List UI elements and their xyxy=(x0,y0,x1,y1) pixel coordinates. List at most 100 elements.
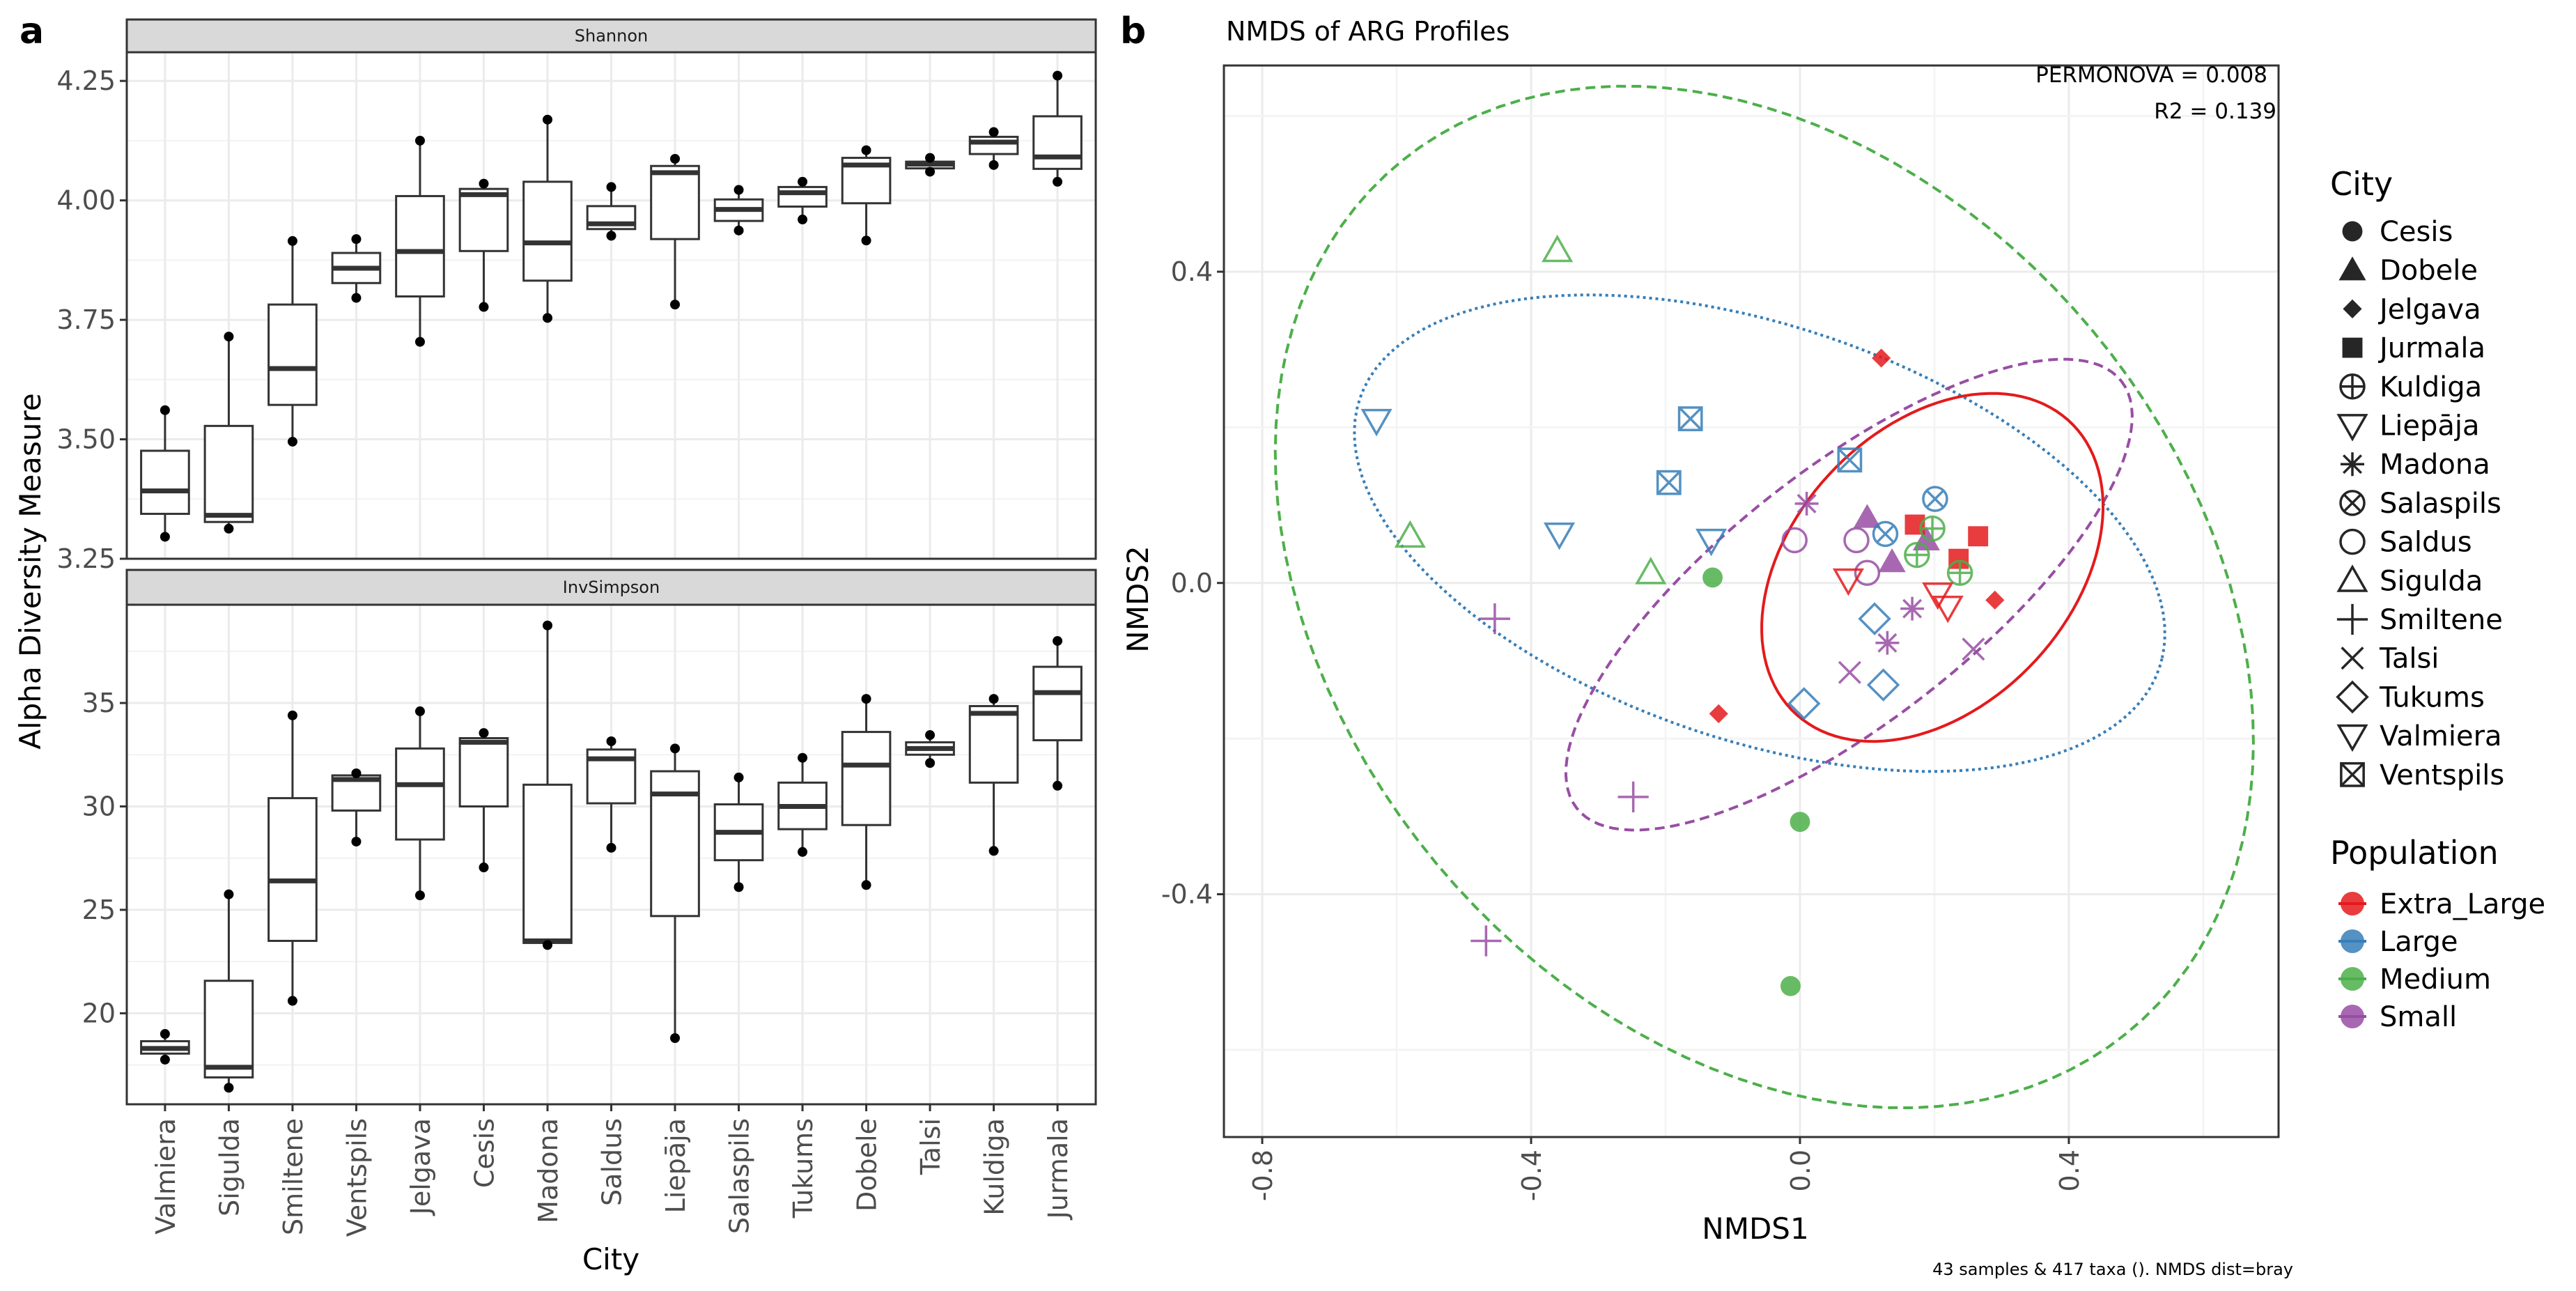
marker xyxy=(1781,527,1808,554)
marker xyxy=(1985,590,2005,610)
ellipse-small xyxy=(1564,357,2134,832)
legend-key-icon xyxy=(2336,680,2369,714)
box-ventspils xyxy=(331,768,382,847)
marker xyxy=(2336,724,2368,752)
legend-label: Kuldiga xyxy=(2380,371,2482,403)
marker xyxy=(1843,527,1870,554)
point-cesis xyxy=(1702,567,1723,588)
marker xyxy=(2342,221,2363,242)
legend-item-small: Small xyxy=(2338,1001,2457,1033)
x-tick-label: Talsi xyxy=(915,1118,946,1175)
max-point xyxy=(734,772,744,782)
legend-label: Medium xyxy=(2380,964,2491,996)
marker xyxy=(1471,925,1502,957)
y-tick-label: 35 xyxy=(82,688,116,718)
box-iqr xyxy=(267,797,318,942)
marker xyxy=(1876,525,1895,543)
min-point xyxy=(542,313,552,323)
legend-label: Jurmala xyxy=(2377,332,2485,364)
legend-label: Smiltene xyxy=(2380,604,2503,636)
marker xyxy=(1542,234,1574,263)
min-point xyxy=(988,160,999,170)
point-smiltene xyxy=(1479,603,1510,635)
marker xyxy=(1794,491,1819,516)
legend-key-icon xyxy=(2336,414,2368,442)
min-point xyxy=(351,293,362,303)
marker xyxy=(1790,812,1810,833)
max-point xyxy=(798,752,808,763)
legend-label: Sigulda xyxy=(2380,565,2483,597)
marker xyxy=(2340,762,2365,787)
max-point xyxy=(351,234,362,245)
max-point xyxy=(988,694,999,704)
box-madona xyxy=(522,620,573,950)
point-talsi xyxy=(1962,637,1985,661)
box-liepāja xyxy=(650,153,700,310)
y-tick-label: 30 xyxy=(82,791,116,821)
legend-title-city: City xyxy=(2330,165,2393,203)
x-tick-label: Kuldiga xyxy=(979,1118,1010,1216)
min-point xyxy=(670,1033,681,1043)
marker xyxy=(1617,781,1649,813)
max-point xyxy=(542,620,552,631)
marker xyxy=(1656,470,1682,495)
min-point xyxy=(160,532,170,542)
point-saldus xyxy=(1781,527,1808,554)
min-point xyxy=(542,940,552,950)
box-sigulda xyxy=(203,889,254,1093)
legend-key-icon xyxy=(2338,256,2366,281)
min-point xyxy=(1053,780,1063,791)
legend-key-icon xyxy=(2341,647,2364,670)
min-point xyxy=(287,996,297,1006)
x-tick-label: Jurmala xyxy=(1043,1118,1073,1220)
box-liepāja xyxy=(650,743,700,1043)
min-point xyxy=(670,300,681,310)
facet-strip xyxy=(125,18,1097,54)
marker xyxy=(1780,975,1801,996)
legend-item-jelgava: Jelgava xyxy=(2343,293,2481,325)
min-point xyxy=(861,235,871,246)
point-madona xyxy=(1900,596,1925,621)
max-point xyxy=(224,332,234,342)
legend-key-icon xyxy=(2342,337,2363,358)
max-point xyxy=(1053,70,1063,81)
box-madona xyxy=(522,114,573,323)
box-iqr xyxy=(777,185,828,208)
point-dobele xyxy=(1853,504,1881,528)
point-kuldiga xyxy=(1946,559,1973,586)
marker xyxy=(1837,447,1862,472)
x-axis-title: NMDS1 xyxy=(1702,1212,1808,1246)
point-talsi xyxy=(1838,660,1861,684)
marker xyxy=(1656,470,1682,495)
legend-key-dot xyxy=(2341,929,2364,953)
box-iqr xyxy=(522,783,573,944)
point-valmiera xyxy=(1543,522,1576,550)
marker xyxy=(1925,489,1945,509)
legend-key-icon xyxy=(2339,528,2366,555)
point-ventspils xyxy=(1656,470,1682,495)
min-point xyxy=(606,842,616,853)
point-salaspils xyxy=(1872,520,1899,548)
marker xyxy=(1709,704,1728,723)
box-tukums xyxy=(777,176,828,225)
facet-shannon: Shannon 3.25 3.50 3.75 4.00 4.25 xyxy=(56,18,1097,574)
ellipse-medium xyxy=(1273,84,2255,1110)
box-tukums xyxy=(777,752,828,857)
marker xyxy=(2336,680,2369,714)
point-jelgava xyxy=(1709,704,1728,723)
legend-key-icon xyxy=(2336,564,2368,592)
point-valmiera xyxy=(1696,528,1728,557)
marker xyxy=(1853,504,1881,528)
point-sigulda xyxy=(1394,520,1426,548)
x-tick-label: Saldus xyxy=(597,1118,628,1206)
legend-key-icon xyxy=(2336,724,2368,752)
legend-label: Jelgava xyxy=(2377,293,2481,325)
point-sigulda xyxy=(1542,234,1574,263)
x-tick-label: Tukums xyxy=(788,1118,818,1219)
box-jurmala xyxy=(1032,70,1083,187)
legend-item-smiltene: Smiltene xyxy=(2336,603,2503,636)
max-point xyxy=(351,768,362,778)
point-madona xyxy=(1875,631,1900,655)
legend-label: Tukums xyxy=(2379,681,2485,713)
x-tick-label: Dobele xyxy=(852,1118,883,1212)
